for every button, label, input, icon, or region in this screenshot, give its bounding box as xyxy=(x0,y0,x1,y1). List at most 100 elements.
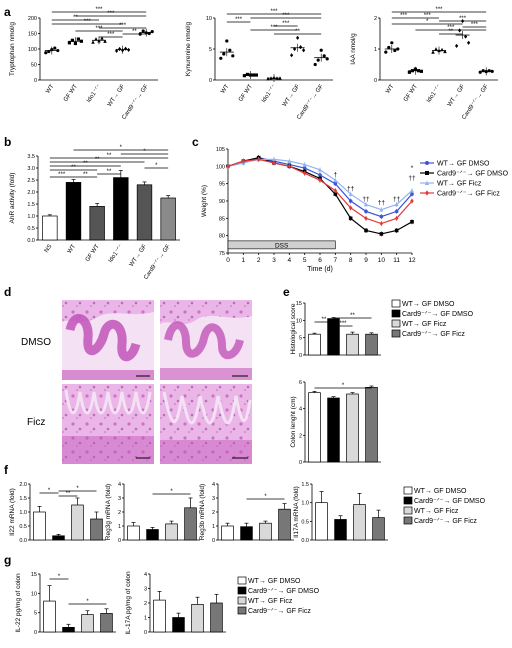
significance-label: *** xyxy=(400,13,408,19)
y-tick-label: 0.5 xyxy=(301,519,309,525)
y-axis-label: AhR activity (fold) xyxy=(9,173,16,224)
significance-label: *** xyxy=(282,21,290,27)
legend-marker xyxy=(425,190,429,196)
y-tick-label: 1.0 xyxy=(301,501,309,507)
histology-image-card9-dmso xyxy=(160,300,252,380)
bar-chart-colon-length: 0 2 4 6 Colon lenght (cm) * xyxy=(290,380,381,466)
data-point xyxy=(100,36,104,40)
data-point xyxy=(302,166,307,170)
y-tick-label: 2.5 xyxy=(27,178,35,184)
data-point xyxy=(407,70,411,74)
significance-label: *** xyxy=(270,25,278,31)
bar xyxy=(165,523,178,541)
legend-marker xyxy=(425,161,429,165)
legend-swatch xyxy=(391,309,401,318)
y-tick-label: 1.5 xyxy=(301,482,309,488)
bar xyxy=(365,386,378,463)
data-point xyxy=(394,202,399,207)
data-point xyxy=(226,163,230,169)
y-axis-label: IL-17A pg/mg of colon xyxy=(125,571,132,635)
y-tick-label: 4 xyxy=(144,572,147,578)
significance-label: * xyxy=(58,574,61,580)
data-point xyxy=(302,48,306,53)
y-tick-label: 1.0 xyxy=(19,510,27,516)
bar xyxy=(136,184,153,241)
bar-chart-reg3b-mrna: 0 1 2 3 4 Reg3b mRNA (fold) * xyxy=(199,482,294,544)
legend-swatch xyxy=(391,329,401,338)
x-tick-label: 3 xyxy=(272,257,276,264)
significance-label: ** xyxy=(107,153,112,159)
x-tick-label: WT xyxy=(385,83,395,94)
y-tick-label: 4 xyxy=(118,482,121,488)
x-tick-label: 1 xyxy=(242,257,246,264)
data-point xyxy=(333,181,338,186)
bar xyxy=(191,604,204,633)
legend-entry: Card9⁻ᐟ⁻→ GF Ficz xyxy=(414,518,477,525)
significance-label: *** xyxy=(270,9,278,15)
y-axis-label: Histological score xyxy=(290,303,297,354)
x-tick-label: GF WT xyxy=(238,83,254,103)
data-point xyxy=(348,191,353,196)
x-tick-label: Ido1⁻ᐟ⁻ xyxy=(107,243,125,264)
data-point xyxy=(410,192,414,196)
bar xyxy=(221,525,234,541)
x-tick-label: 9 xyxy=(364,257,368,264)
bar-chart-il17a-protein: 0 1 2 3 4 IL-17A pg/mg of colon xyxy=(125,571,226,636)
y-tick-label: 4 xyxy=(212,482,215,488)
data-point xyxy=(242,74,246,78)
data-point xyxy=(290,53,294,58)
data-point xyxy=(487,69,491,73)
bar xyxy=(327,397,340,463)
y-axis-label: Colon lenght (cm) xyxy=(290,396,297,447)
y-tick-label: 95 xyxy=(219,182,225,188)
y-axis-label: Il17A mRNA (fold) xyxy=(293,486,300,538)
y-tick-label: 0 xyxy=(144,630,147,636)
bar xyxy=(346,333,359,356)
data-point xyxy=(266,76,270,81)
x-tick-label: Ido1⁻ᐟ⁻ xyxy=(85,83,103,104)
y-tick-label: 3 xyxy=(118,496,121,502)
y-tick-label: 1.5 xyxy=(19,496,27,502)
legend-entry: WT→ GF Ficz xyxy=(248,598,293,605)
data-point xyxy=(333,178,338,182)
panel-label-g: g xyxy=(4,553,11,567)
significance-label: *** xyxy=(84,19,92,25)
bar xyxy=(184,507,197,541)
data-point xyxy=(322,54,326,58)
x-tick-label: GF WT xyxy=(403,83,419,103)
y-tick-label: 1 xyxy=(212,524,215,530)
dss-label: DSS xyxy=(275,242,289,249)
legend-entry: WT→ GF Ficz xyxy=(402,321,447,328)
bar xyxy=(65,182,82,241)
data-point xyxy=(410,188,414,193)
annotation: † xyxy=(334,172,338,179)
legend-entry: Card9⁻ᐟ⁻→ GF DMSO xyxy=(248,588,320,595)
significance-label: * xyxy=(170,489,173,495)
data-point xyxy=(228,48,232,52)
x-tick-label: WT xyxy=(220,83,230,94)
data-point xyxy=(293,46,297,52)
data-point xyxy=(53,46,57,50)
annotation: * xyxy=(411,165,414,172)
data-point xyxy=(419,69,423,73)
data-point xyxy=(225,39,229,43)
significance-label: *** xyxy=(95,26,103,32)
legend-entry: WT→ GF Ficz xyxy=(414,508,459,515)
y-axis-label: Il22 mRNA (fold) xyxy=(9,488,16,536)
data-point xyxy=(434,47,438,51)
y-axis-label: Reg3g mRNA (fold) xyxy=(105,484,112,540)
x-tick-label: 10 xyxy=(378,257,386,264)
data-point xyxy=(103,39,107,43)
data-point xyxy=(379,232,384,236)
data-point xyxy=(67,41,71,45)
dss-bar xyxy=(227,240,336,250)
significance-label: ** xyxy=(322,317,327,323)
bar xyxy=(52,535,65,541)
annotation: †† xyxy=(393,196,401,203)
y-tick-label: 5 xyxy=(34,611,37,617)
y-tick-label: 85 xyxy=(219,216,225,222)
histology-label-dmso: DMSO xyxy=(21,337,51,348)
annotation: †† xyxy=(347,186,355,193)
y-tick-label: 15 xyxy=(296,301,302,307)
